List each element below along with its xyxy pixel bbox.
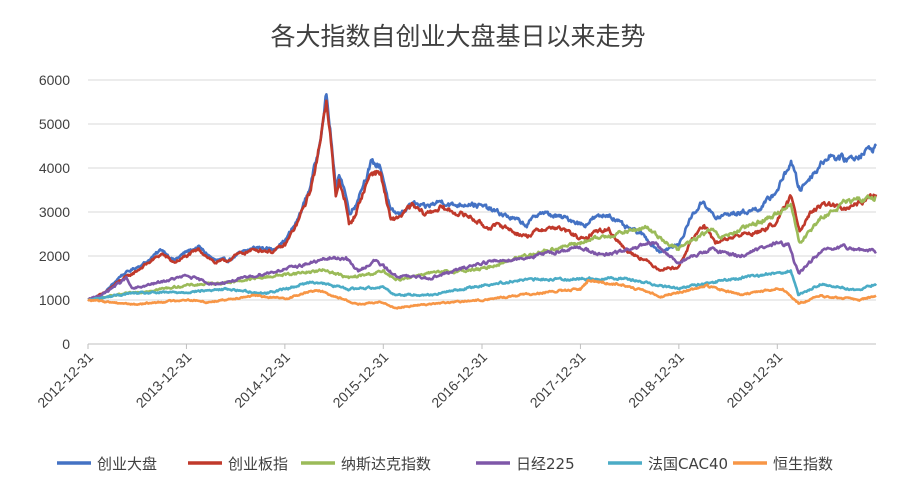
legend-entry-1[interactable]: 创业板指 [188,455,288,473]
y-tick-label: 6000 [39,72,70,88]
series-line-1 [87,99,878,302]
series-line-3 [87,240,877,301]
series-line-4 [87,269,878,302]
y-tick-label: 4000 [39,160,70,176]
legend-label: 恒生指数 [773,455,833,473]
legend-entry-0[interactable]: 创业大盘 [57,455,157,473]
legend-label: 日经225 [516,455,575,473]
series-line-5 [87,279,877,310]
x-tick-label: 2017-12-31 [527,349,589,411]
legend-label: 纳斯达克指数 [341,455,431,473]
legend[interactable]: 创业大盘 创业板指 纳斯达克指数 日经225 法国CAC40 恒生指数 [57,455,833,473]
y-tick-label: 1000 [39,292,70,308]
y-tick-label: 3000 [39,204,70,220]
x-tick-label: 2016-12-31 [428,349,490,411]
gridlines [88,79,876,301]
x-tick-label: 2019-12-31 [723,349,785,411]
x-tick-label: 2012-12-31 [34,349,96,411]
x-tick-label: 2014-12-31 [231,349,293,411]
legend-label: 法国CAC40 [648,455,728,473]
x-tick-label: 2015-12-31 [329,349,391,411]
series-lines [87,93,878,310]
legend-label: 创业板指 [228,455,288,473]
chart-title: 各大指数自创业大盘基日以来走势 [270,22,645,51]
y-tick-label: 2000 [39,248,70,264]
legend-entry-2[interactable]: 纳斯达克指数 [301,455,431,473]
x-tick-label: 2018-12-31 [625,349,687,411]
legend-label: 创业大盘 [97,455,157,473]
y-tick-label: 0 [62,336,70,352]
x-tick-label: 2013-12-31 [133,349,195,411]
y-tick-label: 5000 [39,116,70,132]
legend-entry-4[interactable]: 法国CAC40 [608,455,728,473]
legend-entry-5[interactable]: 恒生指数 [733,455,833,473]
axes: 0 1000 2000 3000 4000 5000 6000 2012-12-31 2013-… [34,72,876,411]
legend-entry-3[interactable]: 日经225 [476,455,575,473]
